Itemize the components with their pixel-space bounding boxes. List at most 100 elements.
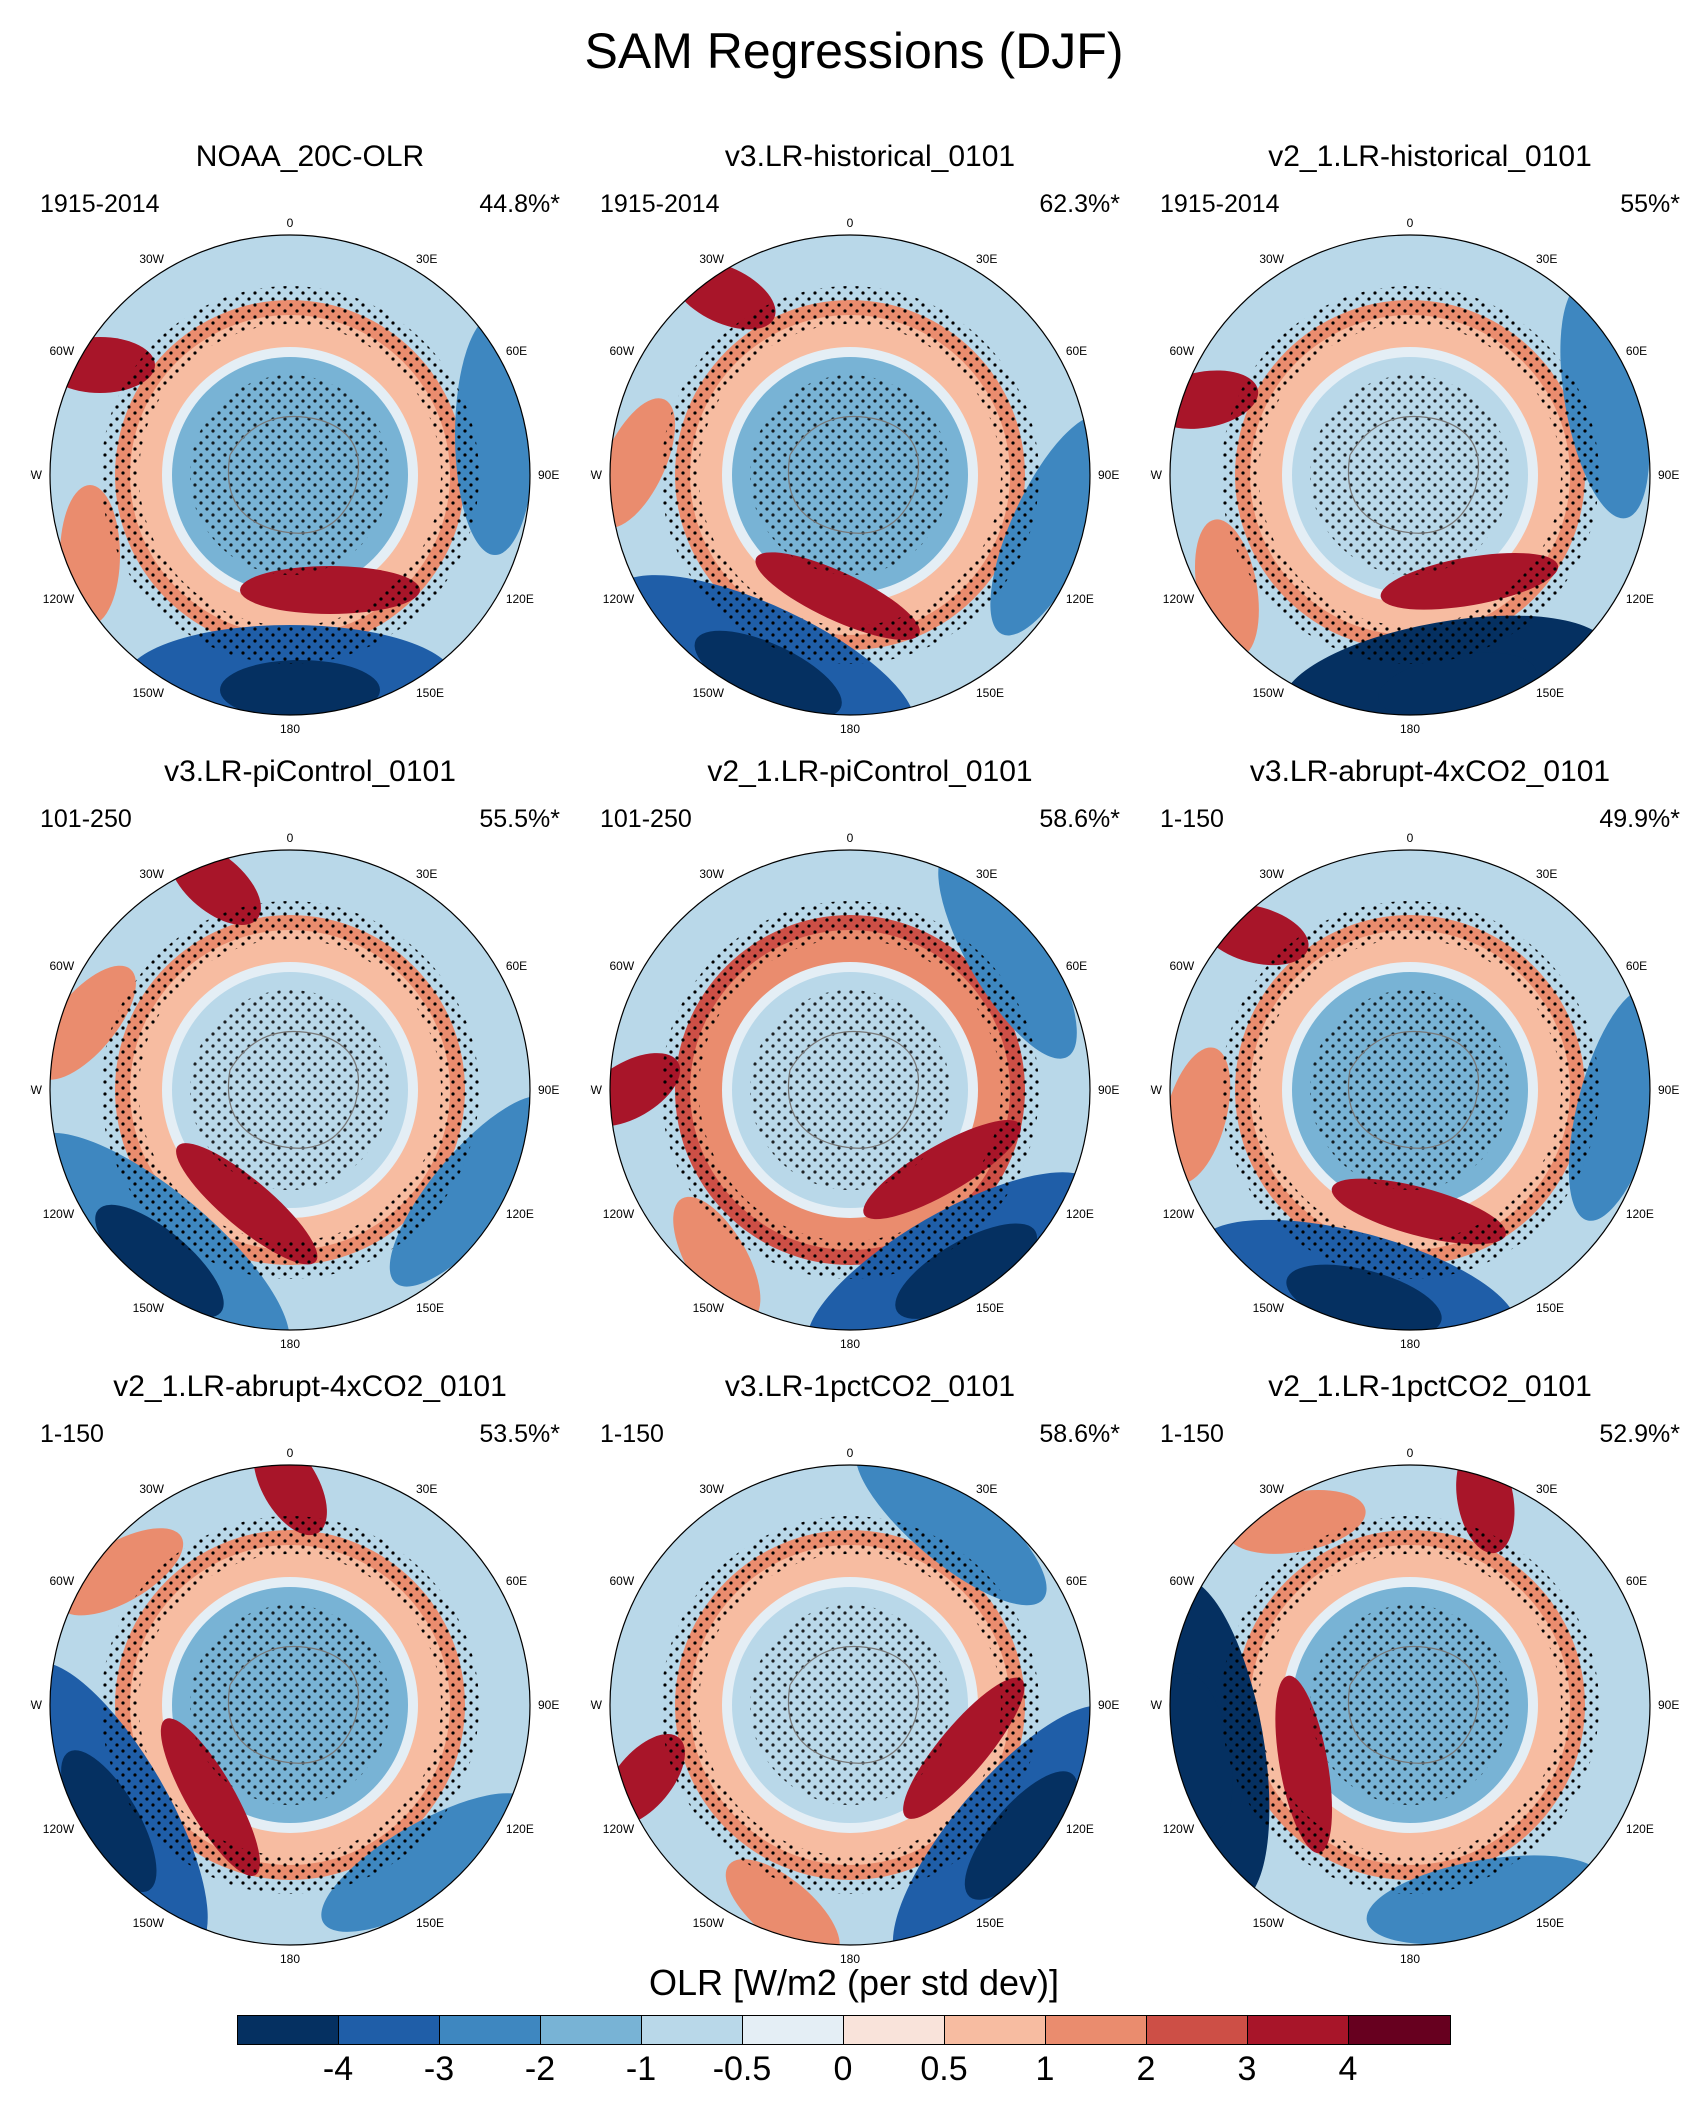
colorbar-tick-label: -2: [524, 2050, 556, 2088]
panel-variance-percent: 52.9%*: [1599, 1420, 1680, 1448]
longitude-label: 180: [840, 722, 860, 736]
colorbar-swatch: [844, 2016, 945, 2044]
longitude-label: 120W: [43, 592, 75, 606]
longitude-label: 180: [1400, 1337, 1420, 1351]
map-border: [1169, 849, 1651, 1331]
longitude-label: 90W: [30, 1083, 43, 1097]
olr-field: [610, 850, 1090, 1330]
longitude-label: 90W: [30, 468, 43, 482]
longitude-label: 60W: [49, 1574, 74, 1588]
panel-variance-percent: 53.5%*: [479, 1420, 560, 1448]
longitude-label: 90E: [1658, 1083, 1679, 1097]
panel-variance-percent: 62.3%*: [1039, 190, 1120, 218]
map-panel: v2_1.LR-historical_0101 1915-2014 55%* 0 180…: [1150, 140, 1708, 740]
longitude-label: 30W: [1259, 867, 1284, 881]
longitude-label: 90E: [1658, 1698, 1679, 1712]
longitude-label: 60W: [1169, 959, 1194, 973]
panel-period: 101-250: [40, 805, 132, 833]
longitude-label: 150E: [976, 1916, 1004, 1930]
colorbar-swatch: [1147, 2016, 1248, 2044]
colorbar-swatch: [642, 2016, 743, 2044]
colorbar-swatch: [945, 2016, 1046, 2044]
polar-map: 0 180 90W 90E 30W 30E 60W 60E 120W 120E 150W 150E: [1150, 831, 1679, 1351]
colorbar-swatch: [541, 2016, 642, 2044]
longitude-label: 90E: [538, 468, 559, 482]
longitude-label: 120E: [506, 592, 534, 606]
olr-field: [1170, 235, 1650, 715]
longitude-label: 150W: [693, 1301, 725, 1315]
longitude-label: 120E: [506, 1207, 534, 1221]
map-border: [1169, 234, 1651, 716]
olr-field: [50, 235, 530, 715]
longitude-label: 90E: [1098, 1083, 1119, 1097]
colorbar-tick-label: 0.5: [920, 2050, 968, 2088]
longitude-label: 150E: [1536, 1916, 1564, 1930]
longitude-label: 30E: [976, 252, 997, 266]
longitude-label: 120E: [1626, 592, 1654, 606]
longitude-label: 90W: [30, 1698, 43, 1712]
colorbar-tick-label: -0.5: [712, 2050, 772, 2088]
longitude-label: 120E: [1066, 592, 1094, 606]
longitude-label: 0: [287, 1446, 294, 1460]
longitude-label: 120W: [603, 1822, 635, 1836]
longitude-label: 0: [287, 216, 294, 230]
longitude-label: 180: [1400, 722, 1420, 736]
longitude-label: 30W: [1259, 1482, 1284, 1496]
panel-variance-percent: 58.6%*: [1039, 1420, 1120, 1448]
longitude-label: 150E: [1536, 1301, 1564, 1315]
map-border: [49, 1464, 531, 1946]
panel-title: NOAA_20C-OLR: [195, 140, 425, 173]
longitude-label: 30W: [139, 1482, 164, 1496]
longitude-label: 90E: [538, 1083, 559, 1097]
longitude-label: 90E: [1098, 1698, 1119, 1712]
colorbar-tick-label: -1: [625, 2050, 657, 2088]
map-panel: v3.LR-historical_0101 1915-2014 62.3%* 0 180…: [590, 140, 1150, 740]
longitude-label: 30E: [1536, 1482, 1557, 1496]
longitude-label: 120W: [603, 1207, 635, 1221]
longitude-label: 0: [1407, 216, 1414, 230]
longitude-label: 180: [280, 722, 300, 736]
longitude-label: 120E: [1626, 1207, 1654, 1221]
longitude-label: 180: [840, 1337, 860, 1351]
map-panel: NOAA_20C-OLR 1915-2014 44.8%* 0 180 90W 90E 30W…: [30, 140, 590, 740]
longitude-label: 60W: [609, 344, 634, 358]
polar-map: 0 180 90W 90E 30W 30E 60W 60E 120W 120E 150W 150E: [30, 1446, 559, 1966]
longitude-label: 30E: [416, 1482, 437, 1496]
colorbar-tick-label: 4: [1338, 2050, 1358, 2088]
colorbar-tick-label: 1: [1035, 2050, 1055, 2088]
map-border: [1169, 1464, 1651, 1946]
longitude-label: 60E: [1626, 959, 1647, 973]
longitude-label: 150W: [1253, 1301, 1285, 1315]
polar-map: 0 180 90W 90E 30W 30E 60W 60E 120W 120E 150W 150E: [30, 831, 559, 1351]
longitude-label: 180: [280, 1337, 300, 1351]
longitude-label: 120W: [1163, 592, 1195, 606]
longitude-label: 150W: [1253, 686, 1285, 700]
longitude-label: 30E: [1536, 867, 1557, 881]
map-border: [609, 849, 1091, 1331]
panel-title: v3.LR-abrupt-4xCO2_0101: [1249, 755, 1611, 788]
longitude-label: 30W: [139, 252, 164, 266]
panel-title: v2_1.LR-historical_0101: [1268, 140, 1592, 173]
map-panel: v2_1.LR-piControl_0101 101-250 58.6%* 0 180 9…: [590, 755, 1150, 1355]
longitude-label: 120W: [603, 592, 635, 606]
colorbar-tick-label: -3: [423, 2050, 455, 2088]
longitude-label: 60E: [1066, 959, 1087, 973]
olr-field: [1170, 850, 1650, 1330]
longitude-label: 90W: [590, 1698, 603, 1712]
polar-map: 0 180 90W 90E 30W 30E 60W 60E 120W 120E 150W 150E: [1150, 216, 1679, 736]
panel-variance-percent: 49.9%*: [1599, 805, 1680, 833]
longitude-label: 90W: [590, 468, 603, 482]
panel-variance-percent: 55%*: [1620, 190, 1680, 218]
longitude-label: 90W: [1150, 468, 1163, 482]
colorbar-tick-label: 2: [1136, 2050, 1156, 2088]
map-border: [609, 234, 1091, 716]
olr-field: [610, 235, 1090, 715]
longitude-label: 0: [1407, 831, 1414, 845]
longitude-label: 0: [287, 831, 294, 845]
panel-variance-percent: 44.8%*: [479, 190, 560, 218]
longitude-label: 150W: [133, 686, 165, 700]
longitude-label: 150W: [133, 1916, 165, 1930]
olr-field: [610, 1465, 1090, 1945]
map-panel: v2_1.LR-abrupt-4xCO2_0101 1-150 53.5%* 0 180…: [30, 1370, 590, 1970]
colorbar-swatch: [743, 2016, 844, 2044]
